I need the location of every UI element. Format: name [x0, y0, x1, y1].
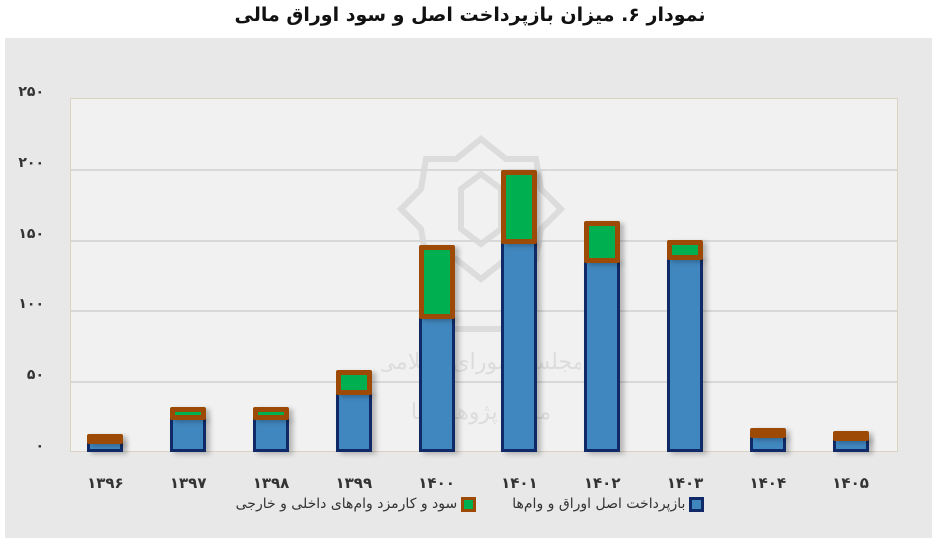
y-tick-label: ۱۰۰ — [18, 296, 44, 313]
bar-7 — [667, 239, 703, 452]
legend: بازپرداخت اصل اوراق و وام‌ها سود و کارمز… — [0, 496, 940, 512]
bar-segment-interest — [253, 406, 289, 420]
bar-segment-principal — [170, 418, 207, 452]
bar-2 — [253, 406, 289, 452]
watermark-logo-icon: مجلس شورای اسلامی مرکز پژوهش‌ها — [381, 135, 581, 425]
gridline — [71, 381, 897, 384]
bar-1 — [170, 406, 207, 452]
legend-swatch-principal-icon — [689, 496, 705, 512]
bar-8 — [749, 427, 786, 452]
bar-segment-principal — [253, 418, 289, 452]
bar-segment-principal — [501, 242, 538, 452]
legend-swatch-interest-icon — [461, 496, 477, 512]
bar-segment-interest — [170, 406, 207, 420]
legend-label-interest: سود و کارمزد وام‌های داخلی و خارجی — [235, 496, 458, 512]
x-tick-label: ۱۳۹۹ — [335, 474, 373, 492]
y-tick-label: ۱۵۰ — [18, 225, 44, 242]
y-tick-label: ۲۵۰ — [18, 84, 44, 100]
x-tick-label: ۱۴۰۵ — [832, 474, 869, 492]
x-tick-label: ۱۴۰۱ — [501, 474, 538, 492]
bar-segment-principal — [749, 436, 786, 452]
bar-segment-principal — [832, 437, 869, 452]
bar-3 — [335, 369, 372, 452]
y-tick-label: ۲۰۰ — [18, 154, 44, 171]
svg-text:مجلس شورای اسلامی: مجلس شورای اسلامی — [381, 350, 581, 375]
bar-segment-principal — [667, 258, 703, 452]
gridline — [71, 310, 897, 313]
plot-area: مجلس شورای اسلامی مرکز پژوهش‌ها — [70, 98, 898, 452]
bar-segment-interest — [335, 369, 372, 395]
x-tick-label: ۱۴۰۲ — [583, 474, 621, 492]
legend-item-interest: سود و کارمزد وام‌های داخلی و خارجی — [236, 496, 477, 512]
x-tick-label: ۱۳۹۶ — [87, 474, 124, 492]
x-tick-label: ۱۳۹۷ — [169, 474, 207, 492]
bar-segment-interest — [418, 245, 455, 320]
chart-title: نمودار ۶. میزان بازپرداخت اصل و سود اورا… — [234, 4, 706, 26]
bar-segment-interest — [667, 239, 703, 260]
bar-segment-principal — [87, 440, 124, 452]
legend-item-principal: بازپرداخت اصل اوراق و وام‌ها — [512, 496, 705, 512]
bar-segment-interest — [749, 427, 786, 439]
x-tick-label: ۱۳۹۸ — [252, 474, 290, 492]
gridline — [71, 168, 897, 171]
y-tick-label: ۵۰ — [26, 367, 44, 384]
y-tick-label: ۰ — [35, 438, 44, 454]
x-tick-label: ۱۴۰۴ — [749, 474, 787, 492]
legend-label-principal: بازپرداخت اصل اوراق و وام‌ها — [512, 496, 686, 512]
bar-6 — [584, 221, 621, 452]
x-tick-label: ۱۴۰۰ — [418, 474, 455, 492]
x-tick-label: ۱۴۰۳ — [666, 474, 704, 492]
bar-segment-interest — [584, 221, 621, 263]
bar-segment-principal — [335, 392, 372, 452]
gridline — [71, 239, 897, 242]
bar-0 — [87, 433, 124, 452]
bar-segment-interest — [87, 433, 124, 444]
bar-5 — [501, 170, 538, 452]
bar-segment-interest — [501, 170, 538, 245]
bar-9 — [832, 430, 869, 452]
bar-4 — [418, 245, 455, 452]
bar-segment-principal — [584, 260, 621, 452]
bar-segment-interest — [832, 430, 869, 441]
bar-segment-principal — [418, 317, 455, 452]
